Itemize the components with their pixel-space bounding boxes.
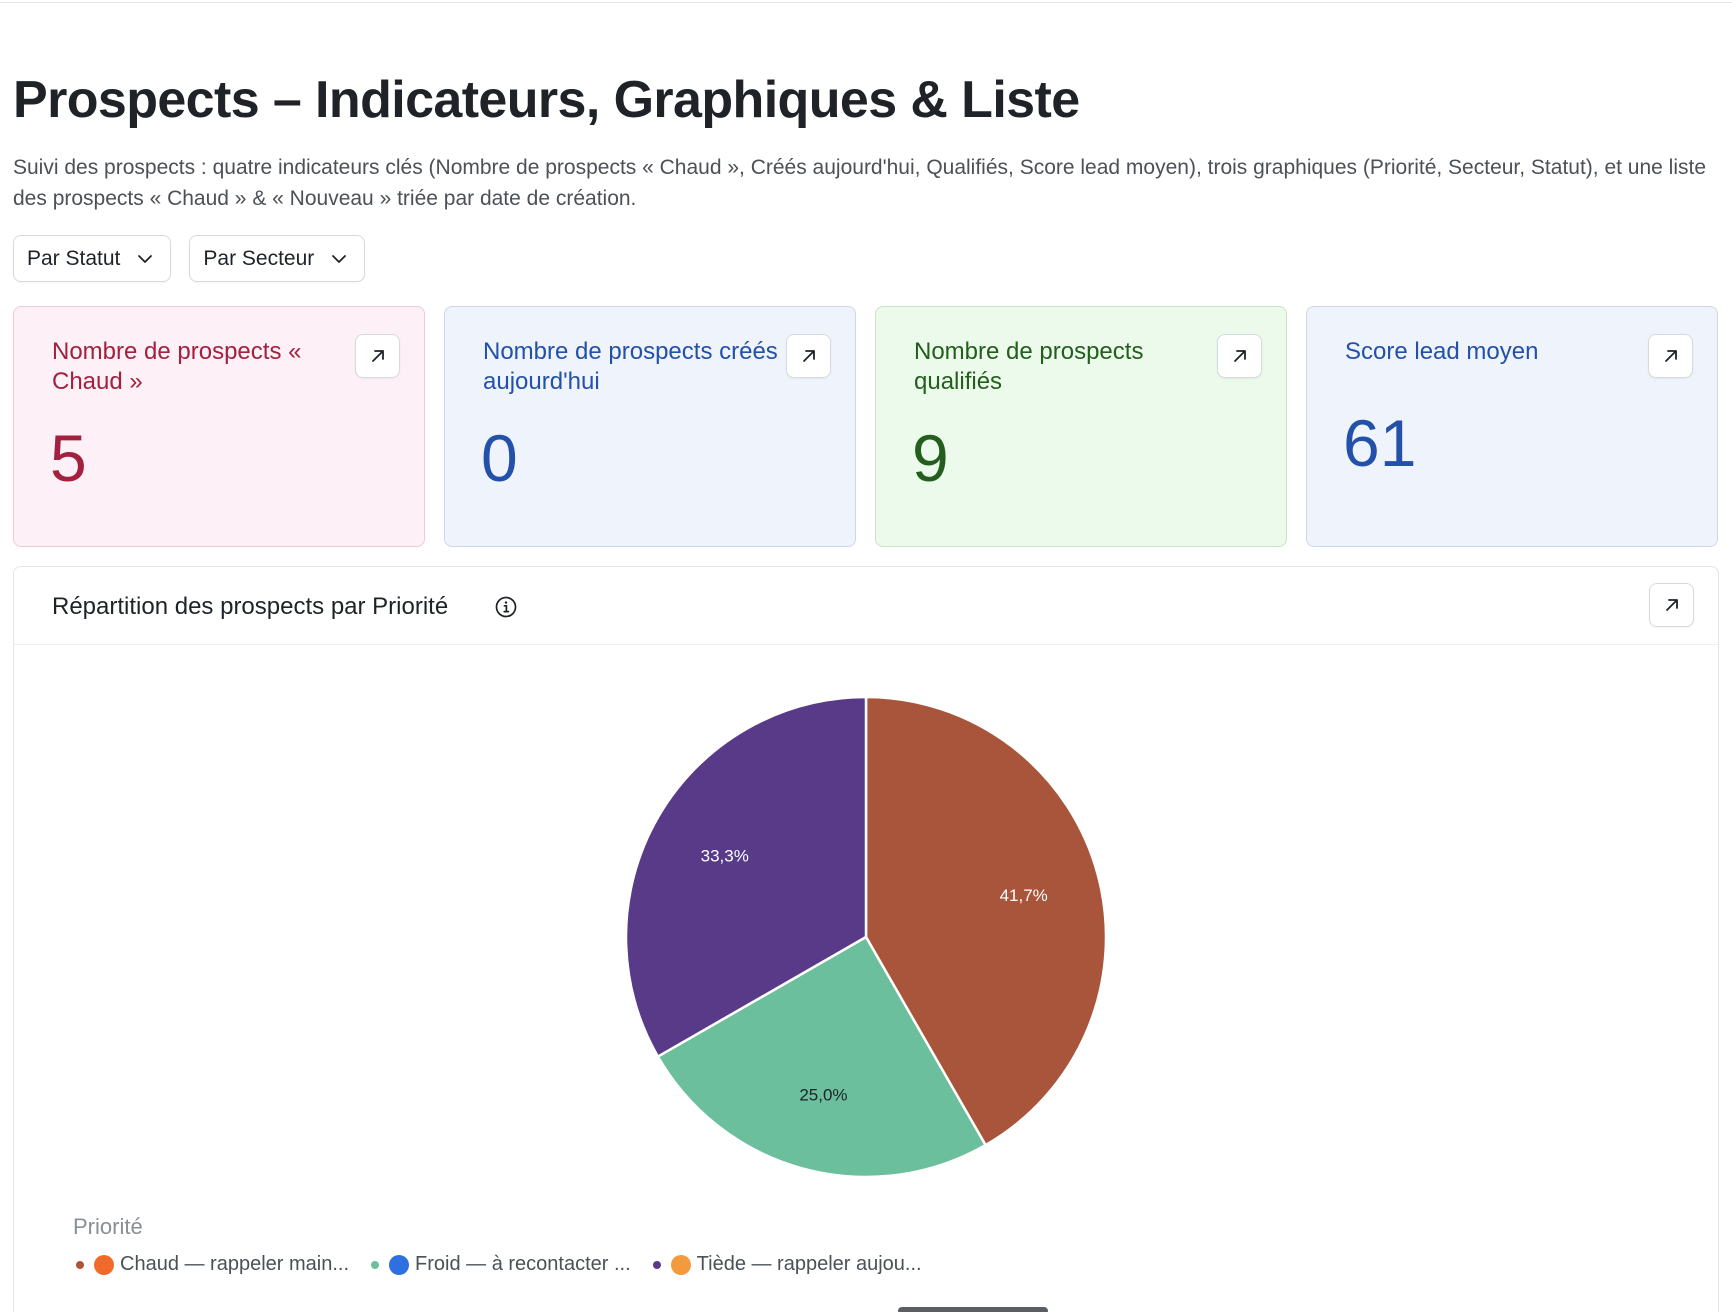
arrow-up-right-icon — [1665, 599, 1678, 611]
kpi-value: 0 — [481, 421, 518, 495]
legend-item[interactable]: Tiède — rappeler aujou... — [652, 1253, 922, 1276]
filter-bar: Par Statut Par Secteur — [13, 235, 366, 282]
arrow-up-right-icon — [1233, 350, 1246, 362]
arrow-up-right-icon — [1664, 350, 1677, 362]
chevron-down-icon — [138, 254, 153, 263]
legend-dot — [76, 1260, 84, 1269]
chart-header: Répartition des prospects par Priorité — [14, 567, 1718, 645]
kpi-card-created-today[interactable]: Nombre de prospects créés aujourd'hui 0 — [444, 306, 856, 547]
legend-label: Chaud — rappeler main... — [120, 1253, 350, 1275]
chart-title: Répartition des prospects par Priorité — [52, 593, 449, 620]
kpi-value: 5 — [50, 421, 87, 495]
blue-circle-icon — [389, 1254, 410, 1275]
kpi-card-hot-prospects[interactable]: Nombre de prospects « Chaud » 5 — [13, 306, 425, 547]
pie-slice[interactable] — [656, 935, 988, 1179]
legend-label: Froid — à recontacter ... — [415, 1253, 631, 1275]
orange-circle-icon — [670, 1254, 691, 1275]
page-title: Prospects – Indicateurs, Graphiques & Li… — [13, 71, 1080, 129]
kpi-value: 61 — [1343, 406, 1417, 480]
legend-item[interactable]: Froid — à recontacter ... — [371, 1253, 631, 1276]
pie-slice[interactable] — [624, 695, 868, 1059]
expand-button[interactable] — [355, 334, 400, 378]
scrollbar-thumb[interactable] — [898, 1307, 1048, 1312]
kpi-label: Nombre de prospects qualifiés — [914, 338, 1144, 395]
kpi-card-qualified[interactable]: Nombre de prospects qualifiés 9 — [875, 306, 1287, 547]
pie-slice-label: 33,3% — [701, 846, 749, 865]
kpi-value: 9 — [912, 421, 949, 495]
info-icon[interactable] — [494, 595, 518, 619]
kpi-label: Nombre de prospects créés aujourd'hui — [483, 338, 778, 395]
fire-icon — [94, 1254, 114, 1275]
legend-item[interactable]: Chaud — rappeler main... — [76, 1253, 349, 1276]
legend-dot — [652, 1260, 661, 1269]
pie-slice-label: 25,0% — [799, 1086, 847, 1105]
legend-label: Tiède — rappeler aujou... — [696, 1253, 922, 1275]
kpi-label: Score lead moyen — [1345, 338, 1539, 365]
filter-sector-dropdown[interactable]: Par Secteur — [189, 235, 366, 282]
pie-chart: 41,7% 25,0% 33,3% — [624, 695, 1108, 1179]
kpi-label: Nombre de prospects « Chaud » — [52, 338, 302, 395]
expand-button[interactable] — [1649, 583, 1694, 627]
filter-sector-label: Par Secteur — [203, 246, 315, 270]
kpi-card-average-score[interactable]: Score lead moyen 61 — [1306, 306, 1718, 547]
chevron-down-icon — [332, 254, 347, 263]
page-subtitle: Suivi des prospects : quatre indicateurs… — [13, 156, 1707, 210]
pie-slice[interactable] — [864, 695, 1108, 1147]
expand-button[interactable] — [786, 334, 831, 378]
arrow-up-right-icon — [802, 350, 815, 362]
filter-status-dropdown[interactable]: Par Statut — [13, 235, 172, 282]
priority-chart-card: Répartition des prospects par Priorité 4… — [13, 566, 1719, 1312]
chart-legend: Chaud — rappeler main... Froid — à recon… — [76, 1253, 922, 1276]
kpi-row: Nombre de prospects « Chaud » 5 Nombre d… — [13, 306, 1718, 547]
top-divider — [0, 2, 1732, 3]
expand-button[interactable] — [1217, 334, 1262, 378]
arrow-up-right-icon — [371, 350, 384, 362]
expand-button[interactable] — [1648, 334, 1693, 378]
legend-dot — [371, 1260, 380, 1269]
pie-slice-label: 41,7% — [1000, 886, 1048, 905]
legend-title: Priorité — [73, 1214, 143, 1239]
filter-status-label: Par Statut — [27, 246, 121, 270]
